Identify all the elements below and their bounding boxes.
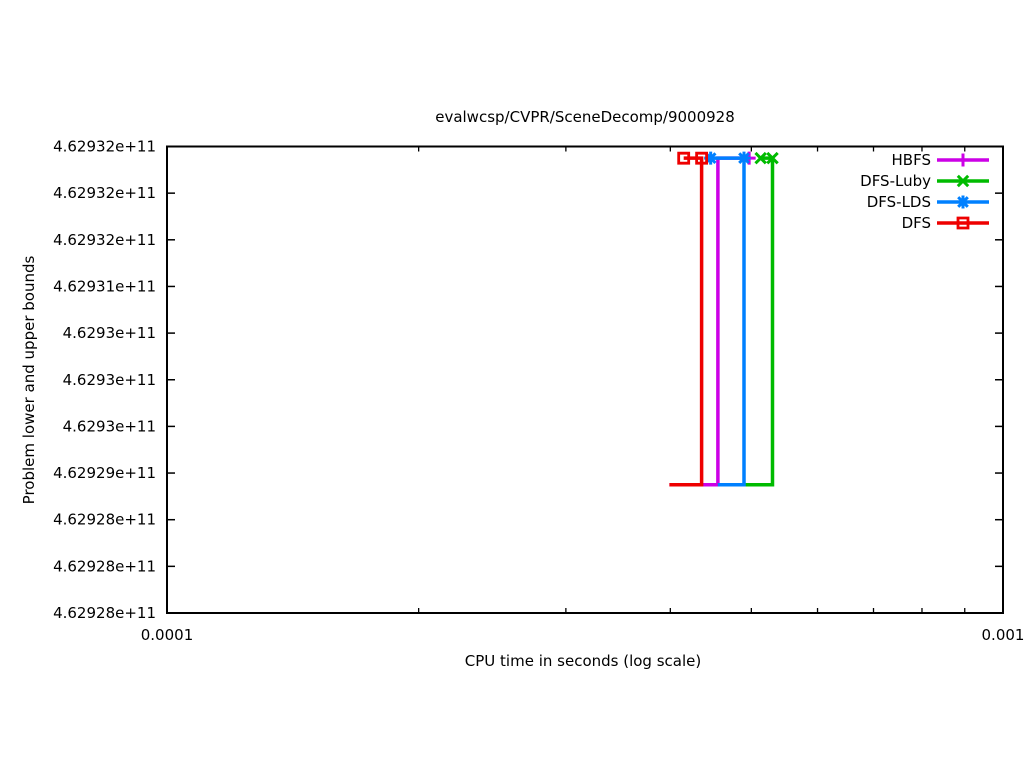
series-marker-dfs <box>677 151 691 165</box>
y-tick-label: 4.62928e+11 <box>53 511 156 529</box>
series-marker-dfs-luby <box>754 151 767 165</box>
x-tick-label: 0.0001 <box>141 626 194 644</box>
series-line-hbfs <box>669 156 750 487</box>
legend-sample-marker <box>956 195 970 209</box>
y-axis-label: Problem lower and upper bounds <box>20 256 38 505</box>
series-line-dfs-lds <box>710 156 746 487</box>
legend-item-label: DFS-Luby <box>860 172 931 190</box>
legend-sample-marker <box>956 174 970 188</box>
y-tick-label: 4.6293e+11 <box>63 417 156 435</box>
legend-item-label: DFS-LDS <box>867 193 931 211</box>
chart-title: evalwcsp/CVPR/SceneDecomp/9000928 <box>435 108 735 126</box>
x-tick-label: 0.001 <box>982 626 1024 644</box>
y-tick-label: 4.62932e+11 <box>53 231 156 249</box>
legend-sample-marker <box>956 216 970 230</box>
legend: HBFS DFS-Luby DFS-LDS DFS <box>860 151 989 232</box>
plot-border <box>166 145 1004 614</box>
series-marker-dfs-lds <box>737 151 751 165</box>
series-lines <box>669 151 779 487</box>
y-tick-label: 4.62928e+11 <box>53 557 156 575</box>
series-line-dfs <box>669 156 704 487</box>
y-tick-label: 4.62929e+11 <box>53 464 156 482</box>
legend-item-label: DFS <box>902 214 931 232</box>
y-tick-label: 4.62932e+11 <box>53 184 156 202</box>
y-tick-label: 4.62932e+11 <box>53 138 156 156</box>
legend-item-label: HBFS <box>892 151 931 169</box>
series-marker-dfs-luby <box>766 151 779 165</box>
series-marker-dfs-lds <box>704 151 718 165</box>
axis-ticks: 4.62932e+11 4.62932e+11 4.62932e+11 4.62931… <box>53 138 1024 645</box>
x-axis-label: CPU time in seconds (log scale) <box>465 652 701 670</box>
y-tick-label: 4.62931e+11 <box>53 277 156 295</box>
y-tick-label: 4.62928e+11 <box>53 604 156 622</box>
series-marker-dfs <box>695 151 709 165</box>
legend-sample-marker <box>956 153 970 167</box>
y-tick-label: 4.6293e+11 <box>63 324 156 342</box>
y-tick-label: 4.6293e+11 <box>63 371 156 389</box>
